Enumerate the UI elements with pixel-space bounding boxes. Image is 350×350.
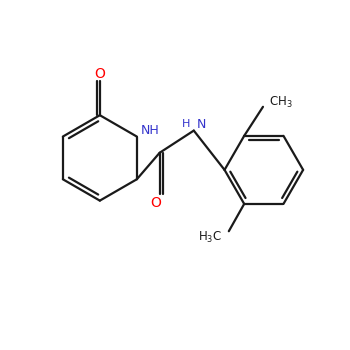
Text: H: H [182,119,190,129]
Text: NH: NH [140,124,159,137]
Text: CH$_3$: CH$_3$ [269,95,293,110]
Text: O: O [94,66,105,80]
Text: N: N [197,118,206,131]
Text: H$_3$C: H$_3$C [198,230,222,245]
Text: O: O [150,196,161,210]
